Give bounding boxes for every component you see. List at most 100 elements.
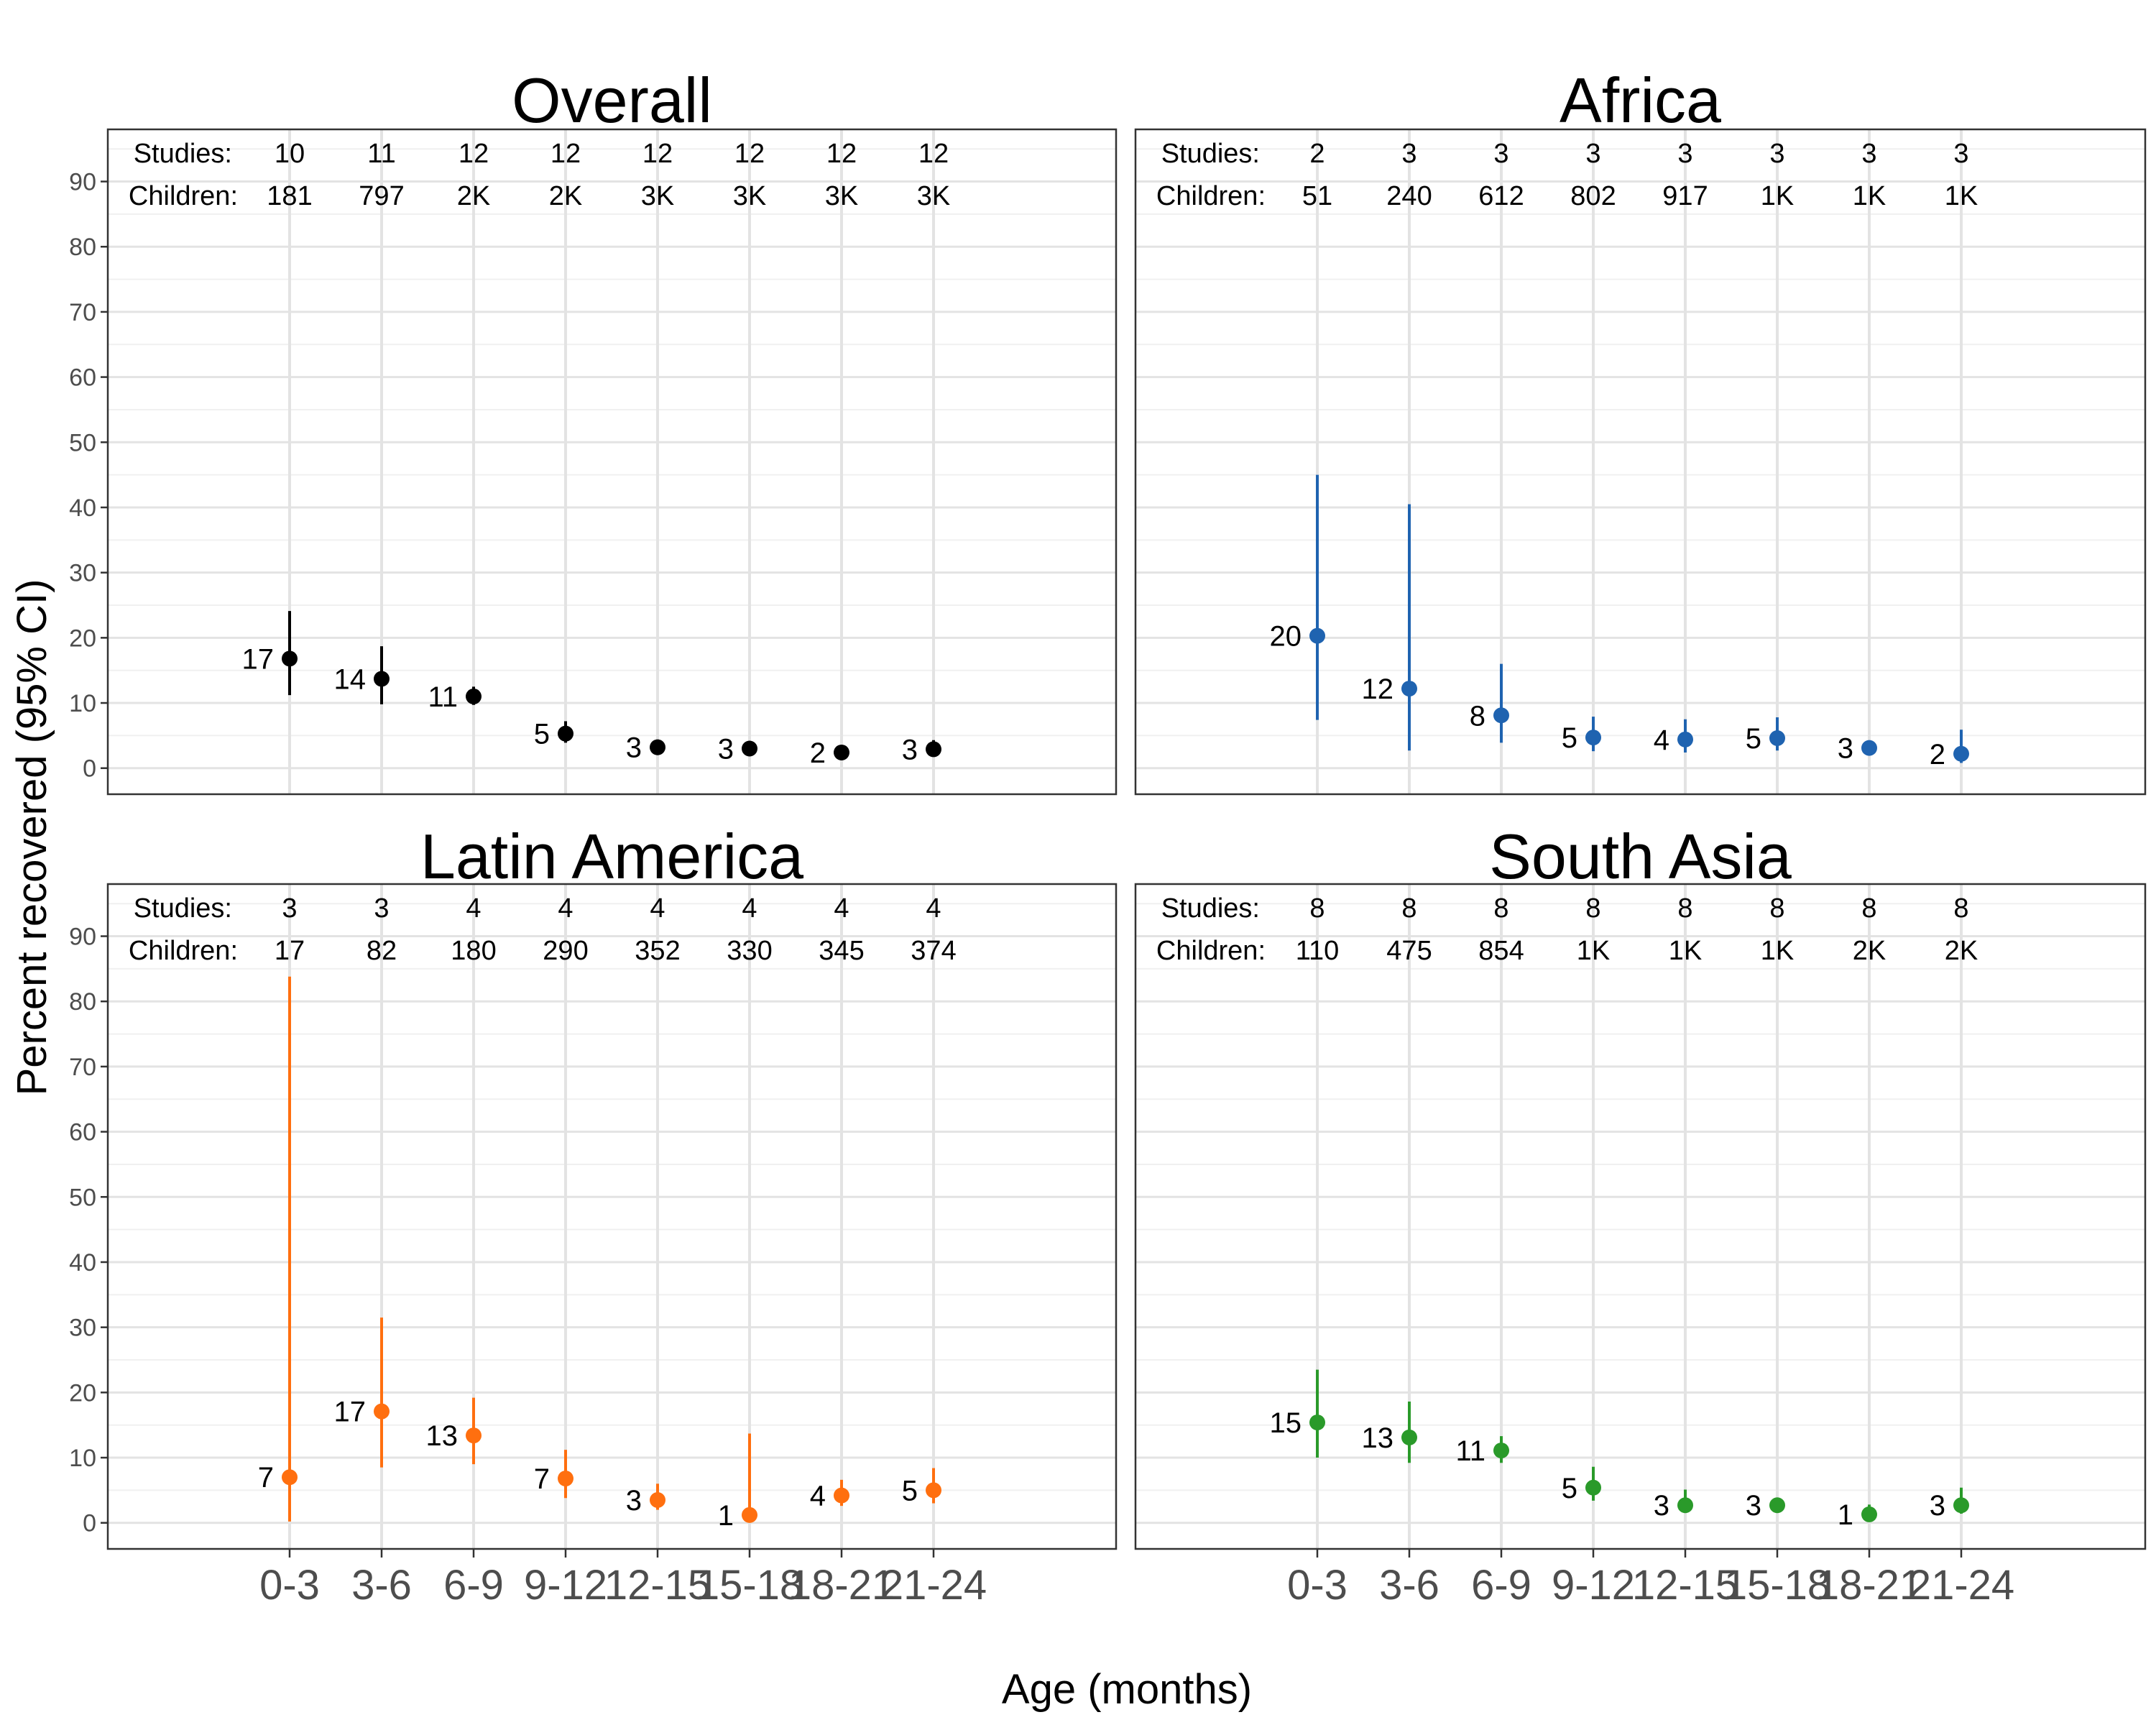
point-estimate (1861, 740, 1877, 756)
children-count: 1K (1945, 181, 1978, 211)
y-axis-title: Percent recovered (95% CI) (9, 579, 55, 1096)
point-estimate (1677, 731, 1693, 748)
x-axis-title: Age (months) (1002, 1666, 1252, 1713)
point-estimate (926, 1482, 941, 1499)
point-estimate (742, 1506, 757, 1523)
studies-row-label: Studies: (1161, 893, 1260, 924)
children-count: 110 (1296, 936, 1340, 966)
point-estimate (466, 688, 482, 704)
point-label: 3 (902, 734, 918, 765)
panel-overall: Overall Studies: Children: 10 11 12 12 12 12 12 12… (69, 65, 1118, 796)
point-label: 15 (1270, 1407, 1302, 1439)
point-estimate (558, 725, 573, 742)
y-tick-label: 40 (69, 1249, 96, 1276)
studies-count: 4 (834, 893, 849, 924)
point-estimate (1953, 1497, 1969, 1514)
studies-count: 10 (275, 139, 305, 169)
x-tick-label: 12-15 (604, 1562, 711, 1609)
point-label: 14 (334, 663, 367, 695)
point-label: 8 (1470, 700, 1485, 732)
children-row-label: Children: (129, 181, 238, 211)
children-count: 345 (819, 936, 864, 966)
studies-count: 8 (1493, 893, 1508, 924)
x-tick-label: 9-12 (524, 1562, 607, 1609)
point-estimate (466, 1427, 482, 1444)
studies-count: 3 (1493, 139, 1508, 169)
y-tick-label: 40 (69, 494, 96, 522)
point-label: 2 (1930, 739, 1945, 770)
point-estimate (374, 671, 390, 687)
studies-count: 12 (918, 139, 949, 169)
point-label: 20 (1270, 621, 1302, 653)
point-estimate (1401, 681, 1417, 697)
children-count: 2K (457, 181, 490, 211)
point-label: 4 (1654, 724, 1669, 756)
point-estimate (926, 741, 941, 758)
studies-count: 8 (1585, 893, 1600, 924)
studies-count: 3 (1953, 139, 1968, 169)
studies-row-label: Studies: (134, 893, 232, 924)
point-estimate (1401, 1429, 1417, 1445)
studies-count: 12 (734, 139, 765, 169)
studies-count: 3 (1861, 139, 1876, 169)
studies-count: 3 (1677, 139, 1692, 169)
point-estimate (282, 1469, 298, 1486)
y-tick-label: 80 (69, 988, 96, 1016)
y-tick-label: 30 (69, 560, 96, 587)
panel-title: Overall (512, 65, 712, 136)
y-tick-label: 60 (69, 1119, 96, 1146)
point-estimate (834, 744, 849, 760)
point-estimate (1493, 1443, 1509, 1459)
children-count: 475 (1386, 936, 1432, 966)
panel-border (1134, 883, 2147, 1550)
children-count: 2K (549, 181, 582, 211)
y-tick-label: 90 (69, 924, 96, 951)
y-tick-label: 10 (69, 690, 96, 717)
point-estimate (1309, 1414, 1325, 1431)
point-label: 3 (1930, 1490, 1945, 1522)
y-tick-label: 50 (69, 429, 96, 456)
studies-count: 12 (550, 139, 581, 169)
point-label: 3 (1838, 733, 1853, 765)
panel-border (106, 128, 1118, 796)
point-estimate (1953, 745, 1969, 762)
point-estimate (1493, 707, 1509, 724)
point-estimate (1585, 730, 1601, 746)
studies-count: 3 (374, 893, 389, 924)
point-label: 3 (1746, 1490, 1761, 1522)
point-label: 17 (334, 1397, 367, 1428)
point-label: 7 (258, 1462, 274, 1494)
point-label: 12 (1362, 673, 1394, 705)
children-count: 3K (641, 181, 674, 211)
studies-count: 8 (1769, 893, 1784, 924)
studies-count: 4 (650, 893, 665, 924)
children-count: 180 (451, 936, 496, 966)
x-tick-label: 18-21 (788, 1562, 895, 1609)
point-label: 11 (428, 681, 458, 713)
y-tick-label: 30 (69, 1315, 96, 1342)
x-tick-label: 6-9 (1471, 1562, 1531, 1609)
point-label: 1 (718, 1500, 734, 1532)
studies-count: 3 (282, 893, 297, 924)
point-label: 5 (1746, 723, 1761, 755)
studies-count: 4 (742, 893, 757, 924)
x-tick-label: 3-6 (351, 1562, 412, 1609)
children-count: 917 (1662, 181, 1708, 211)
x-tick-label: 9-12 (1552, 1562, 1635, 1609)
point-label: 13 (426, 1420, 459, 1452)
children-count: 374 (911, 936, 956, 966)
children-count: 330 (727, 936, 772, 966)
point-estimate (1861, 1506, 1877, 1522)
point-label: 3 (626, 732, 642, 764)
children-count: 1K (1669, 936, 1702, 966)
point-label: 4 (810, 1481, 826, 1512)
children-count: 854 (1478, 936, 1524, 966)
children-count: 290 (543, 936, 588, 966)
panel-title: South Asia (1489, 821, 1792, 892)
x-tick-label: 12-15 (1632, 1562, 1738, 1609)
studies-count: 12 (642, 139, 673, 169)
children-row-label: Children: (1156, 936, 1266, 966)
